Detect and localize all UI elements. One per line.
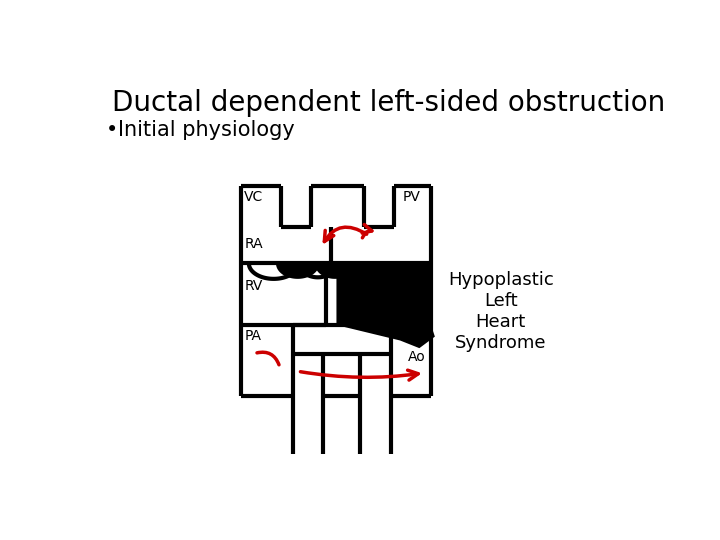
Text: •: • — [106, 120, 118, 140]
Text: PV: PV — [403, 190, 421, 204]
Polygon shape — [276, 264, 320, 279]
Text: LV: LV — [408, 279, 423, 293]
Text: VC: VC — [244, 190, 264, 204]
Text: Ao: Ao — [408, 350, 426, 364]
Text: PA: PA — [244, 329, 261, 343]
Text: Initial physiology: Initial physiology — [118, 120, 294, 140]
Polygon shape — [315, 264, 355, 279]
Polygon shape — [336, 264, 435, 348]
Text: Ductal dependent left-sided obstruction: Ductal dependent left-sided obstruction — [112, 90, 665, 117]
Text: Hypoplastic
Left
Heart
Syndrome: Hypoplastic Left Heart Syndrome — [448, 271, 554, 352]
Text: RV: RV — [244, 279, 263, 293]
Text: RA: RA — [244, 237, 263, 251]
